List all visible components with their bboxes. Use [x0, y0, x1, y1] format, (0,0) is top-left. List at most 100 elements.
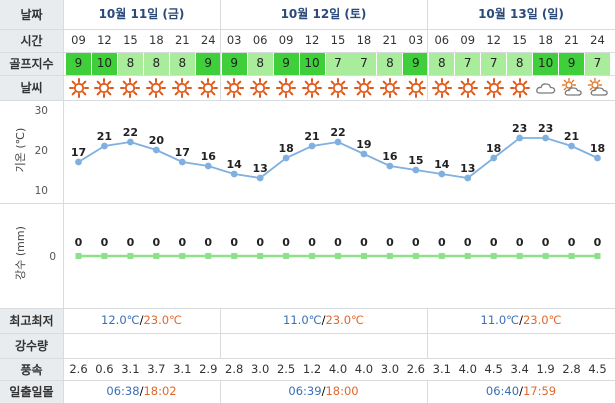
sun-icon: [196, 75, 221, 100]
sun-icon: [66, 75, 91, 100]
day-header-3: 10월 13일 (일): [478, 7, 564, 21]
precipitation-point: [205, 253, 212, 259]
temperature-point: [516, 134, 524, 142]
hour-cell: 12: [486, 33, 501, 47]
wind-cell: 4.0: [458, 362, 477, 376]
sun-icon: [507, 75, 532, 100]
precipitation-value: 0: [542, 236, 550, 249]
temperature-point: [594, 154, 601, 162]
golf-index-cell: 9: [273, 52, 299, 75]
precipitation-point: [335, 253, 341, 259]
hour-cell: 09: [278, 33, 294, 47]
temperature-value: 22: [330, 126, 345, 139]
sun-icon: [274, 75, 299, 100]
precipitation-point: [101, 253, 108, 259]
max-temp: 23.0℃: [522, 313, 562, 327]
y-axis-label: 기온 (℃): [14, 128, 27, 173]
hour-cell: 06: [434, 33, 450, 47]
temperature-point: [308, 142, 316, 150]
wind-cell: 2.6: [406, 362, 425, 376]
sun-icon: [481, 75, 506, 100]
temperature-value: 16: [382, 150, 398, 163]
golf-index-cell: 7: [325, 52, 351, 75]
wind-cell: 3.1: [173, 362, 192, 376]
temperature-value: 20: [149, 134, 165, 147]
min-temp: 12.0℃: [101, 313, 140, 327]
temperature-value: 13: [252, 162, 267, 175]
precipitation-value: 0: [282, 236, 290, 249]
temperature-value: 14: [227, 158, 243, 171]
temperature-point: [152, 146, 160, 154]
precipitation-value: 0: [127, 236, 135, 249]
temperature-value: 13: [460, 162, 475, 175]
sun-icon: [351, 75, 376, 100]
temperature-point: [282, 154, 290, 162]
day-header-2: 10월 12일 (토): [280, 7, 367, 21]
temperature-point: [126, 138, 134, 146]
wind-cell: 4.0: [328, 362, 348, 376]
rainfall-label: 강수량: [0, 333, 63, 358]
precipitation-value: 0: [516, 236, 524, 249]
golf-index-cell: 8: [117, 52, 143, 75]
min-temp: 11.0℃: [283, 313, 322, 327]
temperature-point: [412, 166, 420, 174]
sun-icon: [92, 75, 117, 100]
hour-cell: 18: [538, 33, 553, 47]
wind-cell: 3.0: [250, 362, 270, 376]
sun-day-2: 06:39/18:00: [288, 384, 359, 398]
temperature-value: 17: [71, 146, 86, 159]
hour-cell: 21: [382, 33, 398, 47]
temperature-point: [438, 170, 446, 178]
golf-index-cell: 7: [351, 52, 377, 75]
wind-label: 풍속: [0, 358, 63, 380]
hour-cell: 03: [226, 33, 242, 47]
precipitation-point: [386, 253, 393, 259]
wind-cell: 1.2: [302, 362, 322, 376]
temperature-value: 21: [97, 130, 112, 143]
precipitation-point: [231, 253, 238, 259]
golf-index-cell: 8: [143, 52, 169, 75]
temperature-value: 23: [538, 122, 553, 135]
precipitation-point: [464, 253, 471, 259]
max-temp: 23.0℃: [143, 313, 182, 327]
wind-cell: 3.0: [380, 362, 400, 376]
precipitation-value: 0: [412, 236, 420, 249]
golf-index-cell: 7: [585, 52, 610, 75]
hour-cell: 15: [512, 33, 527, 47]
golf-index-cell: 8: [169, 52, 195, 75]
sun-icon: [403, 75, 428, 100]
sun-label: 일출일몰: [0, 380, 63, 403]
hour-cell: 15: [330, 33, 346, 47]
minmax-label: 최고최저: [0, 308, 63, 333]
precipitation-value: 0: [360, 236, 368, 249]
date-label: 날짜: [0, 0, 63, 29]
golf-index-label: 골프지수: [0, 52, 63, 75]
precipitation-point: [490, 253, 497, 259]
hour-cell: 12: [97, 33, 112, 47]
cloud-icon: [533, 75, 558, 100]
temperature-value: 22: [123, 126, 138, 139]
sunset-time: 18:02: [143, 384, 177, 398]
golf-index-cell: 8: [247, 52, 273, 75]
golf-index-cell: 10: [91, 52, 117, 75]
wind-cell: 3.4: [510, 362, 529, 376]
hour-cell: 24: [590, 33, 605, 47]
temperature-value: 19: [356, 138, 371, 151]
temperature-value: 21: [564, 130, 579, 143]
wind-cell: 3.7: [147, 362, 166, 376]
precipitation-point: [127, 253, 134, 259]
wind-cell: 2.6: [69, 362, 88, 376]
precipitation-value: 0: [178, 236, 186, 249]
time-label: 시간: [0, 29, 63, 52]
temperature-value: 14: [434, 158, 450, 171]
hour-cell: 24: [200, 33, 216, 47]
sunrise-time: 06:38: [106, 384, 140, 398]
hour-cell: 09: [460, 33, 476, 47]
precipitation-value: 0: [204, 236, 212, 249]
temperature-point: [204, 162, 212, 170]
hour-cell: 21: [564, 33, 579, 47]
golf-index-cell: 8: [429, 52, 455, 75]
temperature-value: 16: [201, 150, 217, 163]
golf-index-cell: 7: [481, 52, 507, 75]
y-tick-label: 20: [35, 145, 48, 157]
